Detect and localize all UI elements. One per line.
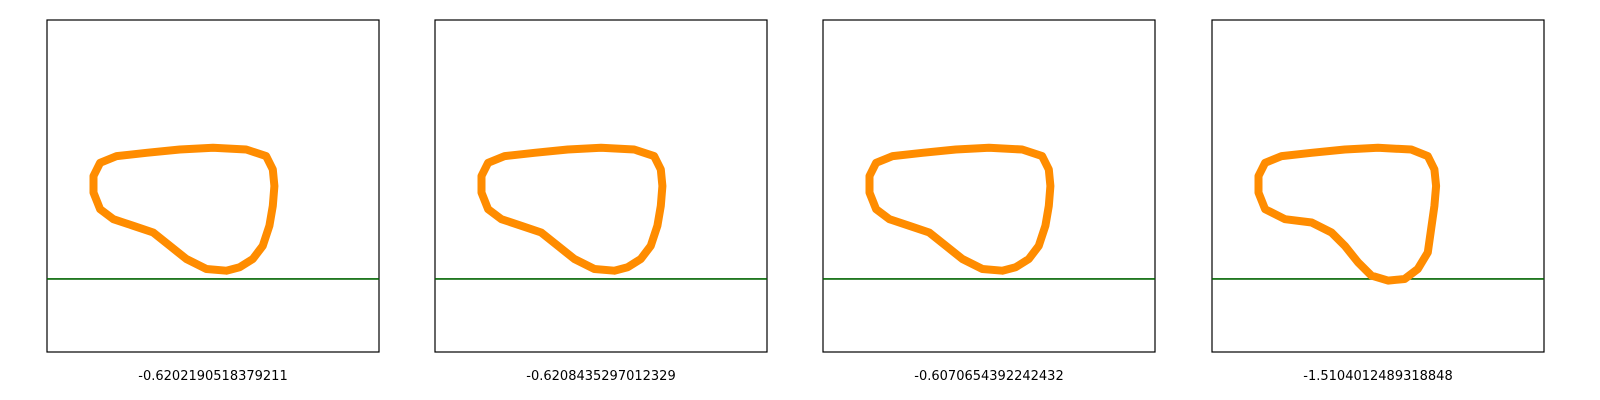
panel-caption: -0.6202190518379211	[138, 369, 287, 384]
panel-caption: -0.6208435297012329	[526, 369, 675, 384]
panel-4: -1.5104012489318848	[1211, 19, 1545, 384]
panel-2: -0.6208435297012329	[434, 19, 768, 384]
shape-outline	[1254, 143, 1441, 285]
panel-caption: -1.5104012489318848	[1303, 369, 1452, 384]
panel-caption: -0.6070654392242432	[914, 369, 1063, 384]
panel-frame	[434, 19, 768, 353]
shape-outline	[865, 143, 1055, 275]
panel-3: -0.6070654392242432	[822, 19, 1156, 384]
shape-outline	[477, 143, 667, 275]
panel-frame	[1211, 19, 1545, 353]
panel-1: -0.6202190518379211	[46, 19, 380, 384]
shape-outline	[89, 143, 279, 275]
panel-frame	[822, 19, 1156, 353]
panel-frame	[46, 19, 380, 353]
